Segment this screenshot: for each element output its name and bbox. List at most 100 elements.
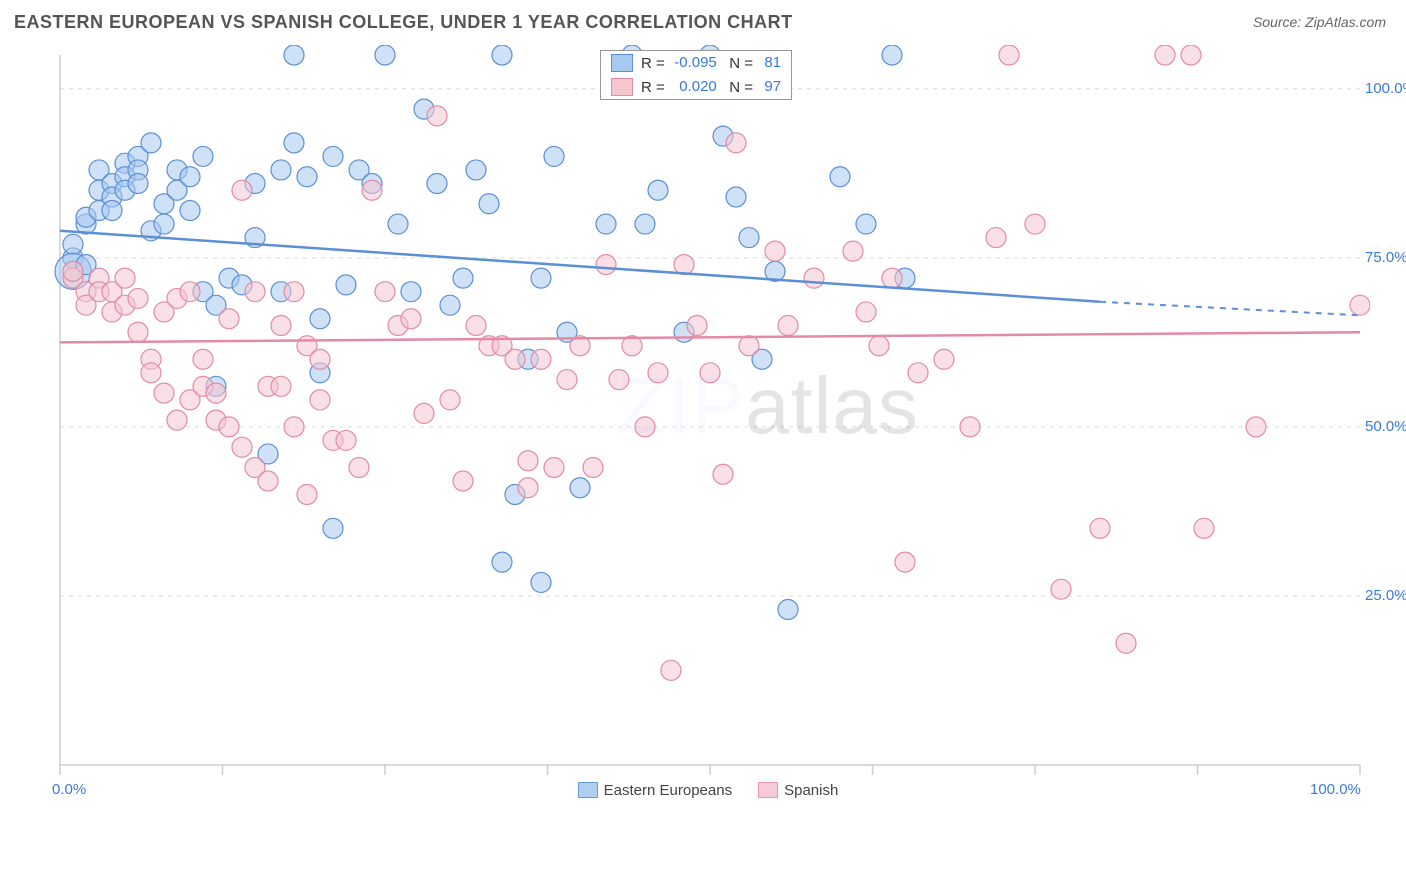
data-point — [63, 234, 83, 254]
data-point — [544, 457, 564, 477]
y-tick-label: 75.0% — [1365, 249, 1406, 266]
data-point — [882, 45, 902, 65]
data-point — [1116, 633, 1136, 653]
data-point — [128, 173, 148, 193]
data-point — [414, 403, 434, 423]
data-point — [856, 302, 876, 322]
data-point — [167, 410, 187, 430]
y-tick-label: 100.0% — [1365, 80, 1406, 97]
data-point — [804, 268, 824, 288]
data-point — [401, 309, 421, 329]
data-point — [310, 349, 330, 369]
data-point — [726, 133, 746, 153]
correlation-legend: R = -0.095 N = 81R = 0.020 N = 97 — [600, 50, 792, 100]
data-point — [778, 315, 798, 335]
data-point — [102, 201, 122, 221]
data-point — [323, 518, 343, 538]
data-point — [219, 417, 239, 437]
data-point — [453, 268, 473, 288]
data-point — [869, 336, 889, 356]
legend-swatch — [611, 54, 633, 72]
data-point — [505, 349, 525, 369]
data-point — [219, 309, 239, 329]
data-point — [609, 370, 629, 390]
data-point — [297, 485, 317, 505]
data-point — [492, 552, 512, 572]
data-point — [258, 471, 278, 491]
data-point — [297, 167, 317, 187]
data-point — [180, 167, 200, 187]
source-label: Source: ZipAtlas.com — [1253, 14, 1386, 30]
legend-label: Eastern Europeans — [604, 782, 732, 799]
data-point — [739, 228, 759, 248]
data-point — [232, 437, 252, 457]
data-point — [154, 383, 174, 403]
data-point — [934, 349, 954, 369]
data-point — [245, 282, 265, 302]
data-point — [466, 315, 486, 335]
y-tick-label: 50.0% — [1365, 418, 1406, 435]
data-point — [531, 268, 551, 288]
legend-swatch — [758, 782, 778, 798]
chart-area: College, Under 1 year ZIPatlas R = -0.09… — [0, 45, 1406, 845]
data-point — [388, 214, 408, 234]
data-point — [687, 315, 707, 335]
data-point — [128, 288, 148, 308]
data-point — [596, 214, 616, 234]
legend-label: Spanish — [784, 782, 838, 799]
data-point — [284, 133, 304, 153]
data-point — [349, 457, 369, 477]
legend-swatch — [611, 78, 633, 96]
data-point — [310, 309, 330, 329]
data-point — [531, 349, 551, 369]
data-point — [856, 214, 876, 234]
data-point — [726, 187, 746, 207]
data-point — [479, 194, 499, 214]
data-point — [401, 282, 421, 302]
data-point — [739, 336, 759, 356]
data-point — [336, 275, 356, 295]
data-point — [440, 295, 460, 315]
data-point — [557, 370, 577, 390]
data-point — [284, 282, 304, 302]
data-point — [635, 417, 655, 437]
chart-title: EASTERN EUROPEAN VS SPANISH COLLEGE, UND… — [14, 12, 1386, 33]
data-point — [661, 660, 681, 680]
correlation-row: R = 0.020 N = 97 — [601, 75, 791, 99]
series-legend: Eastern Europeans Spanish — [0, 781, 1406, 799]
data-point — [271, 160, 291, 180]
correlation-row: R = -0.095 N = 81 — [601, 51, 791, 75]
data-point — [492, 45, 512, 65]
data-point — [843, 241, 863, 261]
data-point — [986, 228, 1006, 248]
data-point — [1051, 579, 1071, 599]
data-point — [453, 471, 473, 491]
data-point — [544, 146, 564, 166]
data-point — [375, 282, 395, 302]
data-point — [583, 457, 603, 477]
data-point — [1181, 45, 1201, 65]
data-point — [778, 599, 798, 619]
data-point — [310, 390, 330, 410]
data-point — [141, 363, 161, 383]
data-point — [440, 390, 460, 410]
data-point — [1025, 214, 1045, 234]
data-point — [830, 167, 850, 187]
data-point — [154, 214, 174, 234]
data-point — [960, 417, 980, 437]
data-point — [271, 315, 291, 335]
legend-swatch — [578, 782, 598, 798]
data-point — [1090, 518, 1110, 538]
data-point — [908, 363, 928, 383]
data-point — [570, 478, 590, 498]
data-point — [180, 201, 200, 221]
data-point — [362, 180, 382, 200]
data-point — [284, 45, 304, 65]
data-point — [232, 180, 252, 200]
data-point — [895, 552, 915, 572]
data-point — [466, 160, 486, 180]
data-point — [63, 261, 83, 281]
data-point — [128, 322, 148, 342]
data-point — [115, 268, 135, 288]
data-point — [193, 146, 213, 166]
